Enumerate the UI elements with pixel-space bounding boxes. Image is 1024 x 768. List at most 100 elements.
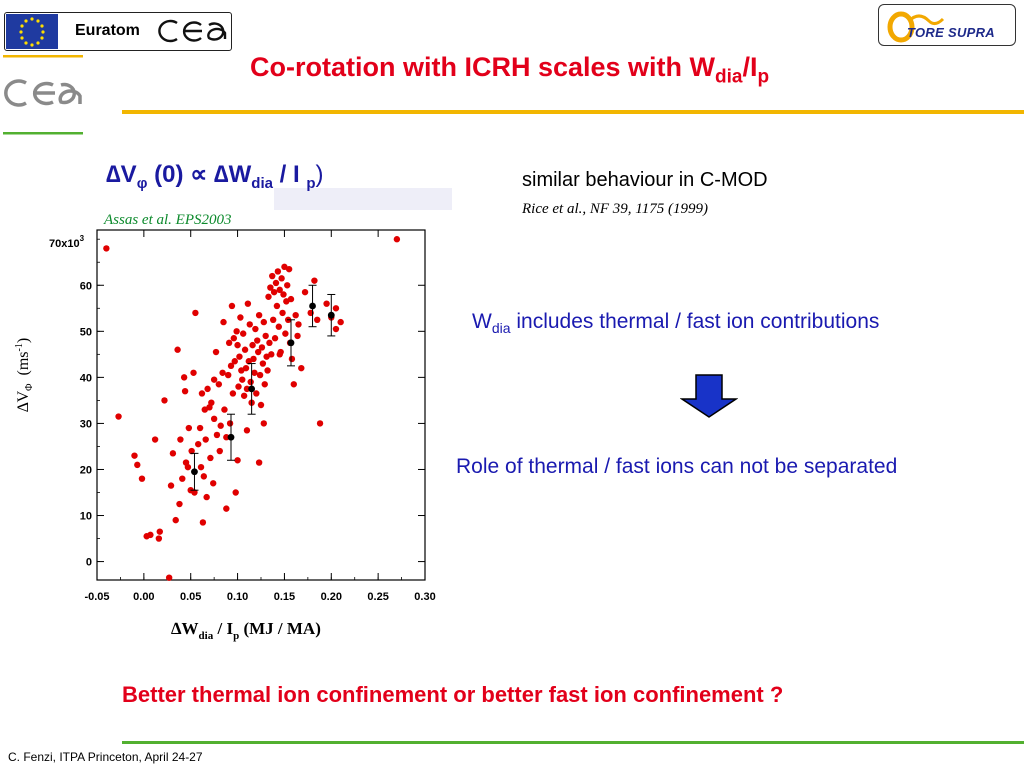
data-point	[239, 376, 246, 383]
data-point	[332, 325, 340, 333]
data-point	[191, 489, 198, 496]
y-tick-label: 60	[80, 280, 92, 292]
chart-citation: Assas et al. EPS2003	[104, 212, 232, 228]
x-tick-label: 0.05	[180, 591, 201, 603]
data-point	[275, 323, 283, 330]
data-point	[249, 341, 256, 349]
mean-point	[227, 433, 235, 441]
data-point	[243, 385, 251, 393]
conclusion-question: Better thermal ion confinement or better…	[122, 682, 784, 707]
slide-title: Co-rotation with ICRH scales with Wdia/I…	[250, 52, 770, 88]
data-point	[323, 300, 330, 307]
tore-supra-logo: TORE SUPRA	[878, 4, 1016, 46]
footer-divider	[122, 741, 1024, 744]
data-point	[271, 335, 279, 342]
data-point	[181, 387, 189, 395]
data-point	[332, 305, 340, 312]
data-point	[298, 364, 305, 372]
data-point	[161, 397, 168, 404]
data-point	[311, 277, 318, 284]
y-tick-label: 50	[80, 326, 92, 338]
data-point	[176, 500, 183, 508]
data-point	[151, 436, 159, 443]
data-point	[236, 353, 243, 360]
mean-point	[327, 311, 335, 319]
red-data-series	[103, 236, 401, 581]
data-point	[255, 311, 263, 319]
y-tick-label: 30	[80, 418, 92, 430]
data-point	[195, 440, 202, 448]
data-point	[250, 355, 257, 363]
eu-flag-icon	[6, 14, 58, 49]
mean-data-series	[190, 284, 336, 491]
data-point	[190, 369, 197, 376]
y-axis-label: ∆VΦ(ms-1)	[14, 338, 35, 412]
data-point	[239, 330, 247, 337]
data-point	[210, 376, 218, 383]
data-point	[278, 275, 285, 282]
data-point	[237, 314, 244, 321]
data-point	[217, 422, 224, 429]
data-point	[273, 302, 281, 310]
data-point	[264, 367, 271, 374]
data-point	[167, 482, 175, 489]
data-point	[196, 424, 204, 432]
data-point	[188, 447, 195, 455]
data-point	[246, 321, 253, 328]
data-point	[294, 332, 301, 340]
data-point	[337, 318, 344, 326]
data-point	[131, 452, 138, 459]
x-tick-label: 0.20	[321, 591, 342, 603]
data-point	[252, 325, 259, 333]
data-point	[292, 311, 299, 319]
tore-supra-label: TORE SUPRA	[907, 25, 995, 40]
y-axis: 0 10 20 30 40 50 60	[80, 238, 425, 569]
data-point	[260, 420, 268, 427]
data-point	[301, 288, 309, 296]
rice-reference: Rice et al., NF 39, 1175 (1999)	[522, 201, 708, 217]
data-point	[202, 436, 209, 443]
data-point	[212, 348, 220, 356]
data-point	[282, 330, 289, 337]
data-point	[174, 346, 181, 353]
mean-point	[248, 385, 256, 393]
tore-supra-emblem-icon	[887, 11, 945, 43]
data-point	[232, 489, 239, 496]
data-point	[147, 531, 154, 539]
data-point	[254, 337, 261, 344]
data-point	[229, 390, 237, 397]
data-point	[247, 378, 254, 386]
data-point	[203, 493, 210, 501]
cmod-statement: similar behaviour in C-MOD	[522, 169, 768, 191]
data-point	[267, 284, 274, 291]
y-tick-label: 20	[80, 464, 92, 476]
data-point	[156, 528, 163, 535]
data-point	[226, 420, 234, 427]
formula-highlight	[274, 188, 452, 210]
data-point	[276, 351, 283, 358]
data-point	[192, 309, 199, 317]
data-point	[280, 291, 287, 298]
separation-statement: Role of thermal / fast ions can not be s…	[456, 455, 898, 478]
data-point	[165, 574, 173, 581]
data-point	[197, 463, 205, 471]
data-point	[261, 381, 268, 388]
data-point	[255, 459, 263, 466]
data-point	[288, 355, 296, 363]
data-point	[234, 457, 241, 464]
data-point	[287, 295, 295, 303]
euratom-logo: Euratom	[4, 12, 232, 51]
data-point	[265, 293, 272, 300]
data-point	[230, 335, 238, 342]
data-point	[233, 328, 240, 335]
data-point	[295, 321, 302, 328]
data-point	[225, 339, 233, 347]
title-divider	[122, 110, 1024, 114]
x-tick-label: 0.30	[414, 591, 435, 603]
data-point	[223, 434, 230, 441]
x-tick-label: -0.05	[84, 591, 109, 603]
data-point	[223, 505, 230, 512]
data-point	[285, 265, 293, 273]
data-point	[262, 332, 269, 340]
data-point	[180, 374, 188, 381]
